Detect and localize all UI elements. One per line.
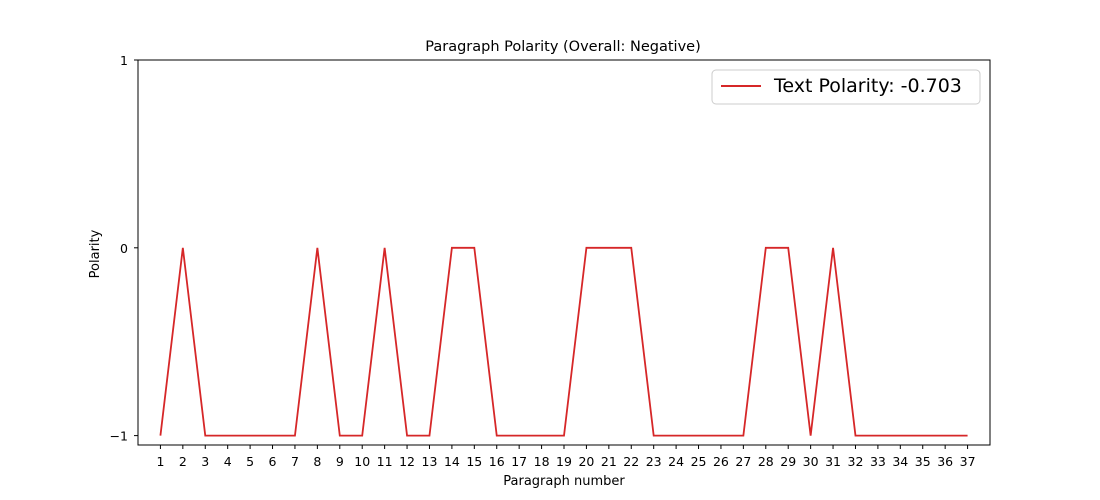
x-axis: 1 2 3 4 5 6 7 8 9 10 11 12 13 14 15 16 17 18 19 20 21 22 23 24 2… — [156, 445, 976, 469]
x-tick-label: 37 — [960, 454, 976, 469]
x-tick-label: 24 — [668, 454, 684, 469]
x-tick-label: 36 — [937, 454, 953, 469]
legend-box — [711, 69, 981, 105]
x-tick-label: 25 — [691, 454, 707, 469]
x-tick-label: 16 — [489, 454, 505, 469]
x-tick-label: 23 — [646, 454, 662, 469]
y-tick-label: 0 — [120, 241, 128, 256]
x-tick-label: 35 — [915, 454, 931, 469]
x-tick-label: 12 — [399, 454, 415, 469]
x-tick-label: 9 — [336, 454, 344, 469]
plot-area-frame — [137, 59, 991, 446]
y-axis-label: Polarity — [88, 229, 103, 278]
x-tick-label: 8 — [313, 454, 321, 469]
x-tick-label: 31 — [825, 454, 841, 469]
x-tick-label: 5 — [246, 454, 254, 469]
x-tick-label: 21 — [601, 454, 617, 469]
series-line-text-polarity — [159, 246, 968, 437]
y-axis: −1 0 1 — [110, 53, 138, 444]
x-tick-label: 4 — [224, 454, 232, 469]
x-tick-label: 15 — [466, 454, 482, 469]
x-tick-label: 29 — [780, 454, 796, 469]
x-tick-label: 1 — [156, 454, 164, 469]
x-tick-label: 2 — [179, 454, 187, 469]
chart-title: Paragraph Polarity (Overall: Negative) — [425, 39, 700, 55]
y-tick-label: −1 — [110, 429, 128, 444]
legend-label: Text Polarity: -0.703 — [773, 75, 962, 97]
x-tick-label: 11 — [377, 454, 393, 469]
x-tick-label: 10 — [354, 454, 370, 469]
x-tick-label: 3 — [201, 454, 209, 469]
x-tick-label: 34 — [892, 454, 908, 469]
x-tick-label: 6 — [269, 454, 277, 469]
x-tick-label: 22 — [623, 454, 639, 469]
x-tick-label: 32 — [848, 454, 864, 469]
x-axis-label: Paragraph number — [503, 474, 625, 489]
x-tick-label: 30 — [803, 454, 819, 469]
x-tick-label: 14 — [444, 454, 460, 469]
x-tick-label: 28 — [758, 454, 774, 469]
x-tick-label: 27 — [735, 454, 751, 469]
y-tick-label: 1 — [120, 53, 128, 68]
x-tick-label: 33 — [870, 454, 886, 469]
x-tick-label: 13 — [422, 454, 438, 469]
x-tick-label: 19 — [556, 454, 572, 469]
x-tick-label: 17 — [511, 454, 527, 469]
legend: Text Polarity: -0.703 — [711, 69, 981, 105]
x-tick-label: 20 — [578, 454, 594, 469]
x-tick-label: 26 — [713, 454, 729, 469]
x-tick-label: 7 — [291, 454, 299, 469]
x-tick-label: 18 — [534, 454, 550, 469]
